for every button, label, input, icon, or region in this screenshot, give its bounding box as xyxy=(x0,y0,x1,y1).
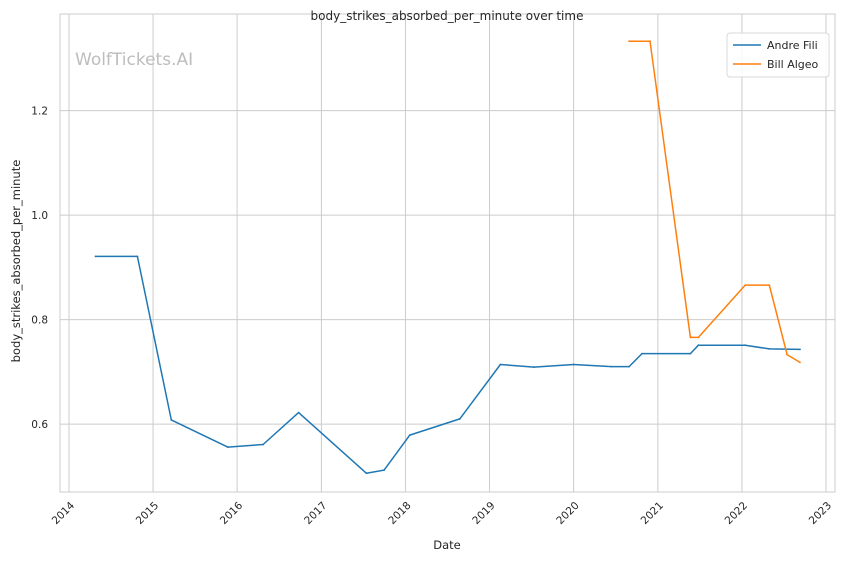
data-point-andre-fili xyxy=(94,255,97,258)
legend: Andre Fili Bill Algeo xyxy=(726,32,830,78)
data-point-bill-algeo xyxy=(744,284,747,286)
data-point-andre-fili xyxy=(744,344,747,347)
data-point-andre-fili xyxy=(689,352,692,355)
data-point-andre-fili xyxy=(799,348,801,351)
series-line-andre-fili xyxy=(95,255,801,474)
data-point-andre-fili xyxy=(136,255,139,258)
y-tick-label: 0.8 xyxy=(31,315,48,327)
data-point-andre-fili xyxy=(628,365,630,368)
plot-frame xyxy=(59,13,836,493)
data-point-bill-algeo xyxy=(697,336,700,339)
y-axis-label: body_strikes_absorbed_per_minute xyxy=(9,160,23,363)
x-tick-label: 2020 xyxy=(554,500,581,527)
data-point-bill-algeo xyxy=(689,336,692,339)
data-point-andre-fili xyxy=(533,366,535,368)
data-point-andre-fili xyxy=(572,363,575,366)
data-point-andre-fili xyxy=(610,365,613,368)
y-tick-labels: 0.6 0.8 1.0 1.2 xyxy=(31,106,48,431)
data-point-andre-fili xyxy=(365,472,368,475)
x-tick-label: 2023 xyxy=(807,500,834,527)
x-axis-label: Date xyxy=(433,538,461,552)
series-line-bill-algeo xyxy=(629,40,801,364)
data-point-andre-fili xyxy=(499,363,502,366)
data-point-bill-algeo xyxy=(768,284,771,286)
data-point-bill-algeo xyxy=(649,40,651,43)
y-tick-label: 1.0 xyxy=(31,210,48,222)
x-tick-label: 2016 xyxy=(218,499,246,527)
x-tick-label: 2014 xyxy=(50,499,78,527)
y-tick-label: 0.6 xyxy=(31,419,48,431)
data-point-andre-fili xyxy=(297,411,300,414)
x-tick-label: 2018 xyxy=(386,500,413,527)
data-point-andre-fili xyxy=(768,348,771,350)
legend-label-andre-fili: Andre Fili xyxy=(767,39,818,52)
watermark: WolfTickets.AI xyxy=(75,50,193,70)
x-tick-label: 2017 xyxy=(302,500,329,527)
data-point-andre-fili xyxy=(262,443,264,446)
grid-lines xyxy=(60,14,835,492)
series-layer xyxy=(94,40,801,475)
data-point-andre-fili xyxy=(383,469,385,471)
data-point-andre-fili xyxy=(641,352,643,355)
legend-box xyxy=(726,32,830,78)
data-point-bill-algeo xyxy=(628,40,630,43)
legend-label-bill-algeo: Bill Algeo xyxy=(767,58,819,71)
x-tick-labels: 2014 2015 2016 2017 2018 2019 2020 2021 2022 2023 xyxy=(50,499,834,527)
data-point-andre-fili xyxy=(458,418,461,420)
data-point-bill-algeo xyxy=(786,353,788,356)
x-tick-label: 2021 xyxy=(639,500,666,527)
x-tick-label: 2015 xyxy=(134,500,161,527)
x-tick-label: 2019 xyxy=(470,500,497,527)
y-tick-label: 1.2 xyxy=(31,106,48,118)
data-point-andre-fili xyxy=(170,419,173,421)
data-point-andre-fili xyxy=(226,446,229,448)
data-point-andre-fili xyxy=(408,434,411,436)
chart-title: body_strikes_absorbed_per_minute over ti… xyxy=(311,9,584,23)
x-tick-label: 2022 xyxy=(723,500,750,527)
data-point-andre-fili xyxy=(697,344,700,347)
data-point-bill-algeo xyxy=(799,361,801,364)
